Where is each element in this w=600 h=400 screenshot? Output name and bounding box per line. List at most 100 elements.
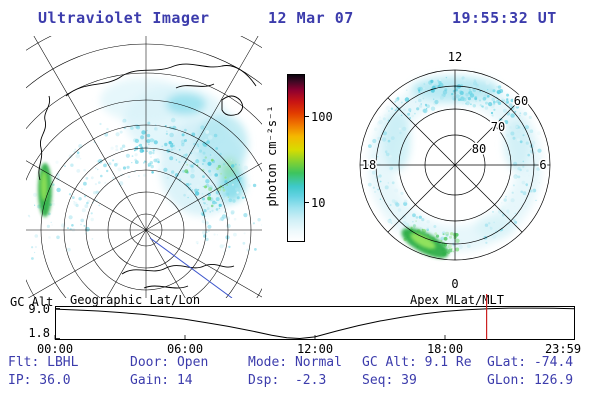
aurora-speckle (93, 141, 96, 143)
aurora-speckle (403, 201, 408, 206)
aurora-speckle (134, 138, 139, 143)
aurora-speckle (491, 114, 494, 117)
xtick-0600: 06:00 (166, 342, 204, 356)
colorbar (287, 74, 305, 242)
colorbar-tick-mark (304, 202, 309, 203)
aurora-speckle (442, 90, 448, 95)
aurora-speckle (518, 126, 521, 129)
aurora-speckle (182, 169, 185, 173)
aurora-speckle (514, 220, 518, 224)
aurora-speckle (228, 198, 233, 203)
aurora-speckle (524, 205, 527, 208)
aurora-speckle (496, 85, 499, 88)
aurora-speckle (140, 135, 145, 140)
aurora-speckle (475, 83, 479, 87)
alt-ytick-top: 9.0 (28, 302, 50, 316)
aurora-speckle (34, 245, 37, 249)
aurora-speckle (522, 160, 525, 163)
aurora-speckle (81, 188, 83, 190)
aurora-speckle (190, 168, 195, 173)
aurora-speckle (519, 140, 523, 144)
aurora-speckle (164, 142, 168, 147)
aurora-speckle (449, 235, 452, 239)
aurora-speckle (110, 146, 114, 150)
aurora-speckle (143, 173, 147, 177)
left-panel-caption: Geographic Lat/Lon (70, 293, 201, 307)
aurora-speckle (501, 205, 507, 211)
aurora-speckle (371, 143, 374, 145)
aurora-speckle (115, 132, 120, 137)
aurora-speckle (216, 234, 218, 236)
aurora-speckle (416, 107, 420, 111)
aurora-speckle (449, 85, 453, 89)
aurora-speckle (438, 80, 442, 85)
aurora-speckle (118, 181, 124, 186)
aurora-speckle (403, 199, 408, 204)
aurora-speckle (475, 82, 477, 85)
aurora-speckle (34, 251, 36, 254)
aurora-speckle (488, 102, 493, 107)
aurora-speckle (176, 147, 179, 150)
geo-graticule (26, 36, 262, 298)
aurora-speckle (445, 233, 449, 237)
status-mode: Mode: Normal (248, 355, 342, 370)
aurora-speckle (390, 136, 395, 140)
aurora-speckle (442, 93, 446, 97)
aurora-speckle (422, 108, 427, 113)
aurora-speckle (444, 88, 448, 92)
aurora-speckle (196, 184, 200, 188)
aurora-speckle (74, 148, 77, 151)
aurora-speckle (254, 248, 257, 251)
aurora-speckle (226, 164, 228, 166)
aurora-speckle (78, 144, 83, 149)
aurora-speckle (473, 81, 478, 86)
aurora-speckle (413, 224, 416, 227)
aurora-speckle (94, 183, 97, 186)
mlt-label-12: 12 (448, 50, 462, 64)
aurora-speckle (208, 185, 213, 190)
aurora-speckle (392, 157, 396, 161)
aurora-speckle (426, 226, 430, 230)
mlat-label-60: 60 (514, 94, 528, 108)
aurora-speckle (143, 160, 146, 163)
aurora-speckle (484, 106, 489, 110)
aurora-speckle (174, 173, 179, 177)
aurora-speckle (455, 247, 460, 252)
aurora-speckle (203, 202, 206, 205)
aurora-speckle (528, 175, 530, 177)
aurora-speckle (506, 209, 510, 213)
aurora-speckle (389, 204, 392, 206)
aurora-speckle (90, 176, 94, 180)
aurora-speckle (202, 185, 205, 188)
aurora-speckle (85, 177, 89, 180)
mlt-label-0: 0 (451, 277, 458, 291)
aurora-speckle (226, 192, 230, 196)
aurora-speckle (28, 215, 31, 218)
aurora-speckle (70, 163, 74, 167)
aurora-speckle (31, 257, 34, 260)
aurora-speckle (210, 187, 213, 190)
aurora-speckle (224, 176, 227, 179)
aurora-speckle (79, 157, 82, 160)
aurora-speckle (472, 88, 475, 91)
aurora-speckle (177, 144, 181, 148)
aurora-speckle (368, 144, 372, 148)
aurora-speckle (241, 196, 245, 199)
aurora-speckle (450, 232, 454, 236)
aurora-speckle (402, 214, 406, 219)
aurora-speckle (104, 132, 109, 137)
aurora-speckle (215, 147, 219, 150)
aurora-speckle (522, 134, 525, 137)
aurora-speckle (448, 248, 453, 253)
aurora-speckle (202, 175, 205, 179)
aurora-speckle (461, 102, 464, 105)
aurora-speckle (386, 144, 388, 146)
altitude-curve (54, 307, 575, 340)
aurora-speckle (68, 193, 72, 196)
aurora-speckle (114, 163, 118, 167)
aurora-speckle (189, 164, 192, 167)
aurora-speckle (198, 177, 203, 181)
aurora-speckle (528, 121, 531, 124)
aurora-speckle (400, 191, 404, 195)
aurora-speckle (227, 196, 229, 198)
